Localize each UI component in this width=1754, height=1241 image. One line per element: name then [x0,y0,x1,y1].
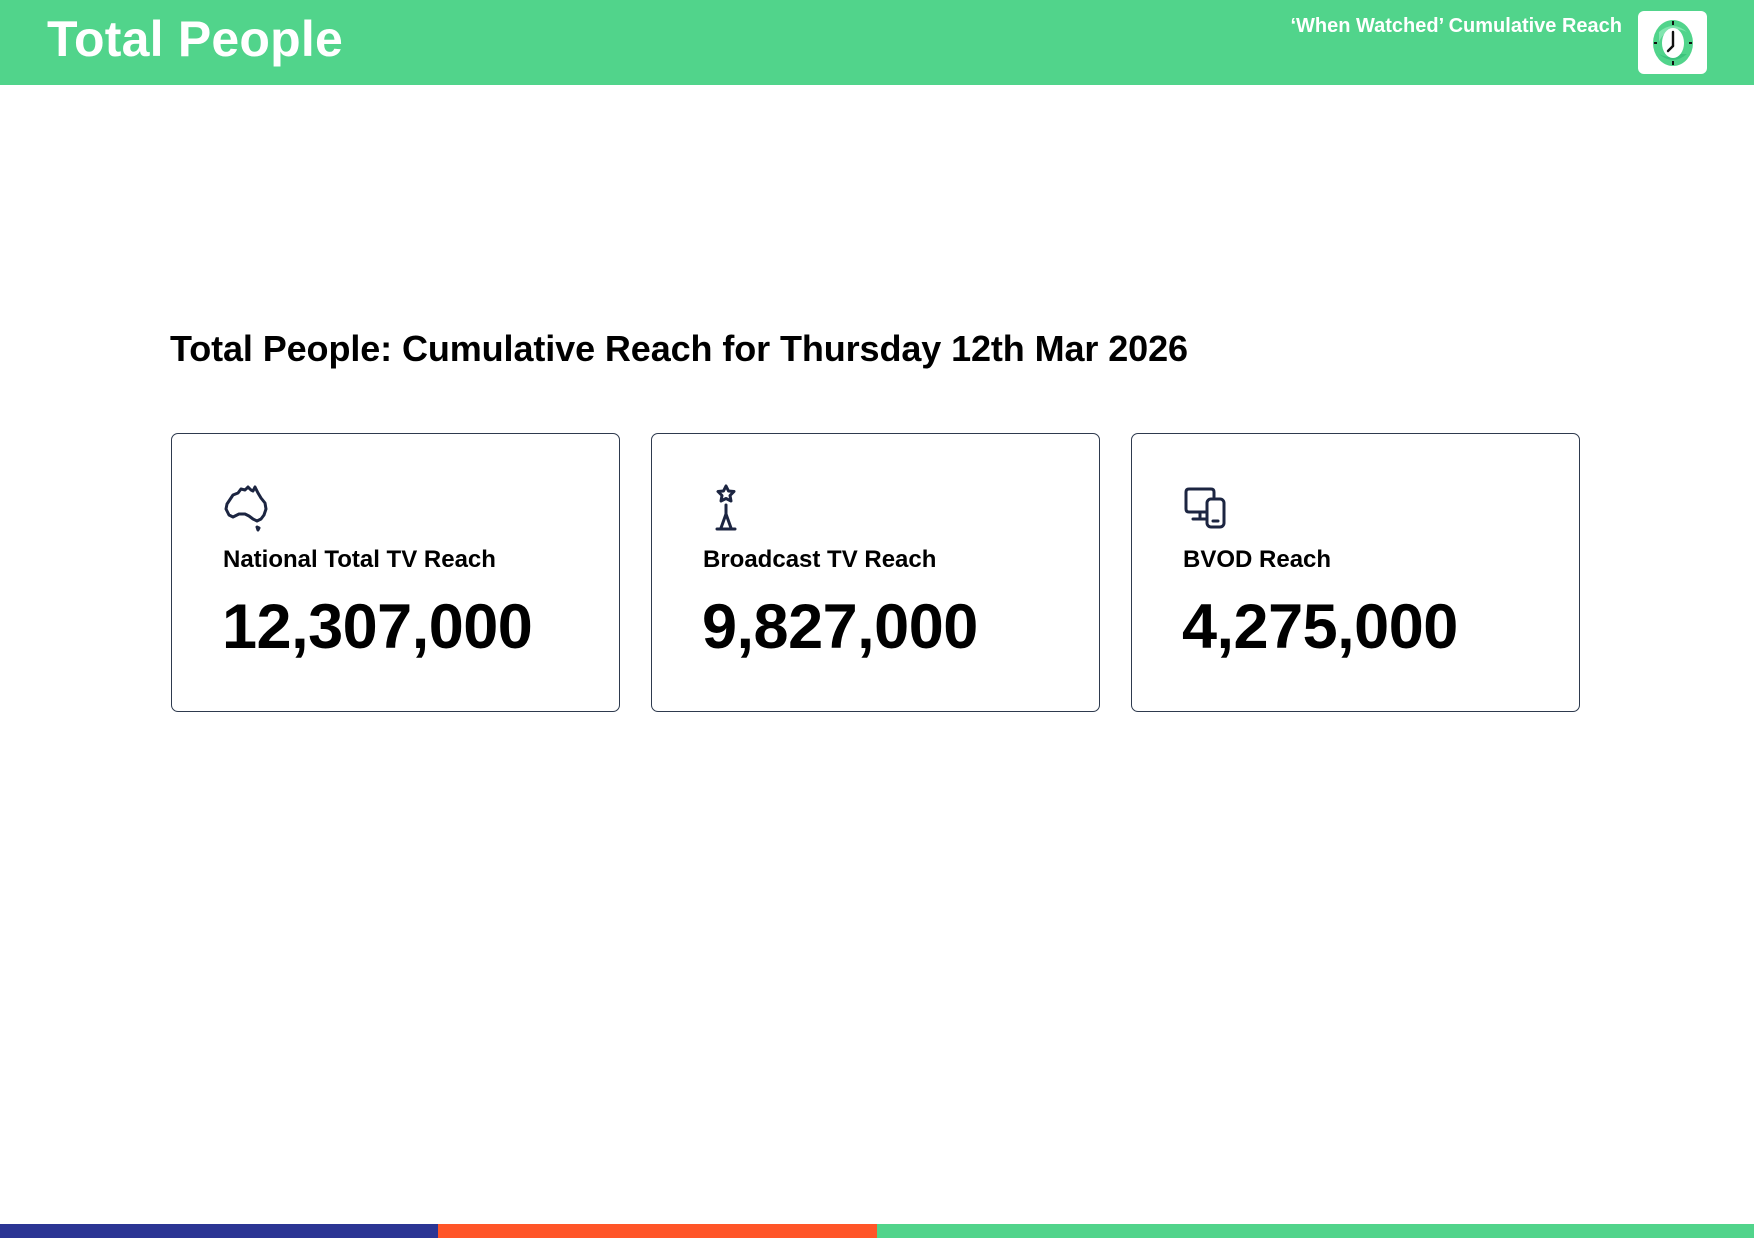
metric-label: National Total TV Reach [223,546,496,573]
page-title: Total People: Cumulative Reach for Thurs… [170,328,1188,369]
metric-card-national-total-tv: National Total TV Reach 12,307,000 [171,433,620,712]
header-banner: Total People ‘When Watched’ Cumulative R… [0,0,1754,85]
footer-bar-orange-segment [438,1224,877,1238]
clock-icon [1652,19,1693,66]
metric-card-broadcast-tv: Broadcast TV Reach 9,827,000 [651,433,1100,712]
metric-value: 9,827,000 [702,592,978,662]
clock-icon-badge [1638,11,1707,74]
metric-value: 12,307,000 [222,592,533,662]
broadcast-tower-icon [703,484,753,532]
page-header-title: Total People [47,11,343,67]
metric-card-bvod: BVOD Reach 4,275,000 [1131,433,1580,712]
footer-color-bar [0,1224,1754,1238]
header-subtitle: ‘When Watched’ Cumulative Reach [1290,15,1622,37]
australia-map-icon [223,484,273,532]
footer-bar-blue-segment [0,1224,438,1238]
metric-value: 4,275,000 [1182,592,1458,662]
metric-label: Broadcast TV Reach [703,546,937,573]
devices-icon [1183,484,1233,532]
metric-label: BVOD Reach [1183,546,1332,573]
footer-bar-green-segment [877,1224,1754,1238]
